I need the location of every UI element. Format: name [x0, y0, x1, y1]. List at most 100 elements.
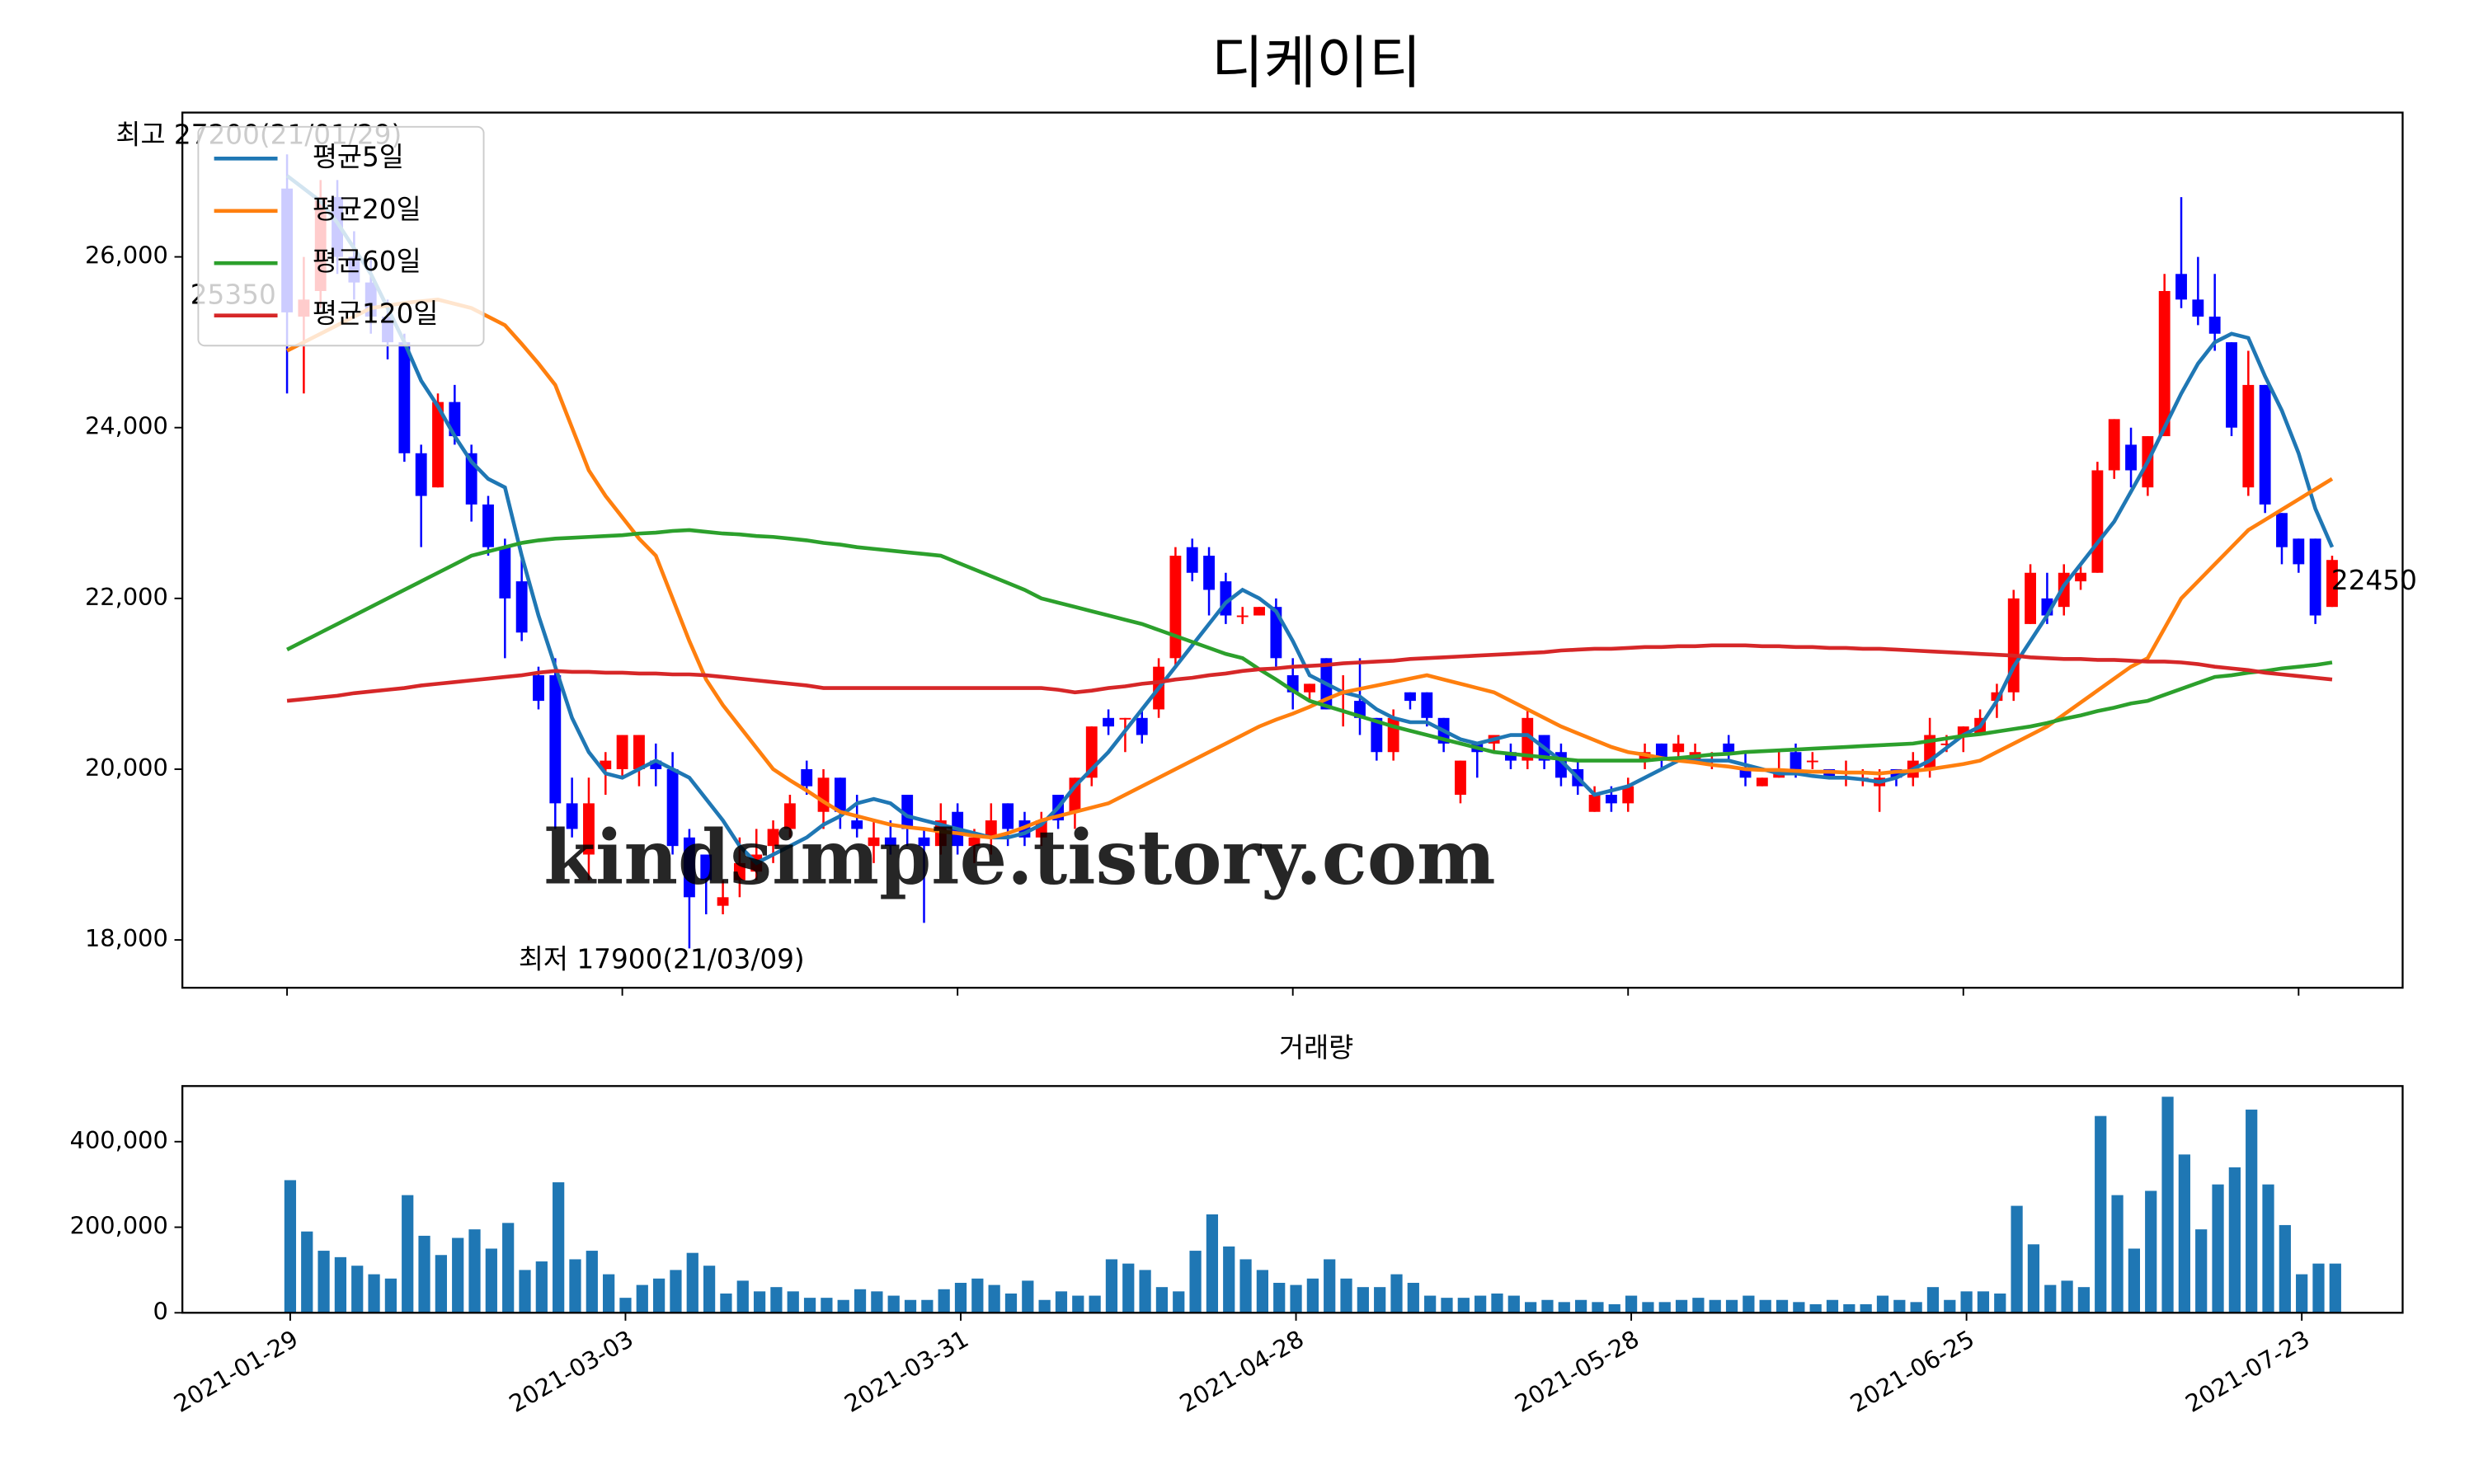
volume-bar	[636, 1284, 648, 1313]
candle-body	[918, 837, 930, 847]
volume-bar	[2027, 1244, 2040, 1313]
volume-bar	[1793, 1302, 1805, 1313]
candle-body	[851, 820, 863, 829]
volume-bar	[1743, 1295, 1755, 1313]
y-tick-label: 20,000	[85, 754, 168, 782]
volume-bar	[1239, 1259, 1252, 1313]
legend-label: 평균5일	[313, 141, 404, 172]
candle-body	[783, 803, 796, 829]
volume-bar	[1256, 1270, 1268, 1313]
candle-body	[1505, 752, 1517, 761]
legend-box	[197, 125, 485, 347]
candle-body	[2208, 317, 2221, 334]
volume-bar	[2095, 1115, 2107, 1313]
candle-body	[1304, 683, 1315, 693]
y-tick-label: 26,000	[85, 242, 168, 270]
candle-body	[1387, 717, 1399, 753]
volume-bar	[1206, 1214, 1219, 1313]
candle-body	[1622, 786, 1634, 804]
volume-bar	[1960, 1291, 1973, 1313]
volume-bar	[1558, 1302, 1570, 1313]
volume-bar	[1592, 1302, 1604, 1313]
volume-bar	[334, 1256, 347, 1313]
volume-bar	[1541, 1299, 1554, 1313]
candle-body	[2326, 560, 2338, 608]
candle-body	[1119, 717, 1131, 720]
volume-bar	[921, 1299, 934, 1313]
watermark: kindsimple.tistory.com	[543, 815, 1495, 902]
volume-bar	[1390, 1274, 1403, 1313]
volume-bar	[2061, 1280, 2073, 1313]
volume-bar	[2077, 1287, 2091, 1313]
candle-body	[2091, 470, 2104, 573]
volume-bar	[1507, 1295, 1520, 1313]
candle-body	[1940, 743, 1953, 745]
candle-body	[432, 402, 444, 488]
candle-body	[1455, 760, 1466, 796]
volume-bar	[954, 1282, 967, 1313]
volume-bar	[351, 1266, 364, 1313]
annotation: 22450	[2331, 565, 2417, 596]
candle-body	[1203, 556, 1215, 590]
volume-bar	[569, 1259, 581, 1313]
candle-body	[2125, 444, 2137, 471]
volume-bar	[2178, 1154, 2190, 1313]
volume-bar	[317, 1251, 330, 1313]
candle-body	[515, 581, 528, 633]
volume-bar	[553, 1182, 565, 1313]
volume-bar	[1642, 1302, 1654, 1313]
y-tick-label: 22,000	[85, 583, 168, 611]
price-panel: 18,000 20,000 22,000 24,000 26,000 kindsimple…	[85, 111, 2417, 996]
volume-bar	[770, 1287, 783, 1313]
candle-body	[2175, 274, 2187, 300]
candle-body	[733, 862, 745, 881]
legend-label: 평균120일	[313, 298, 439, 330]
volume-bar	[1155, 1287, 1169, 1313]
candle-body	[499, 547, 511, 599]
candle-body	[2192, 299, 2204, 317]
candle-body	[616, 735, 628, 769]
candle-body	[600, 760, 612, 769]
candle-body	[700, 854, 713, 881]
volume-bar	[938, 1289, 950, 1313]
volume-bar	[2296, 1274, 2308, 1313]
volume-bar	[887, 1295, 900, 1313]
candle-body	[2108, 419, 2120, 471]
volume-bar	[535, 1261, 548, 1313]
candle-body	[968, 837, 981, 847]
volume-bar	[1608, 1303, 1620, 1313]
volume-bar	[418, 1235, 430, 1313]
candle-body	[2075, 572, 2086, 582]
volume-bar	[1926, 1287, 1940, 1313]
volume-bar	[301, 1231, 313, 1313]
volume-bar	[787, 1291, 799, 1313]
candle-body	[2293, 538, 2305, 565]
volume-title: 거래량	[1279, 1032, 1353, 1064]
volume-bar	[971, 1278, 984, 1313]
candle-body	[1002, 803, 1014, 829]
y-tick-label: 200,000	[70, 1212, 168, 1240]
volume-bar	[1725, 1299, 1738, 1313]
volume-bar	[2329, 1263, 2341, 1313]
volume-bar	[703, 1266, 716, 1313]
volume-bar	[2246, 1109, 2258, 1313]
volume-bar	[435, 1255, 447, 1313]
volume-bar	[904, 1299, 917, 1313]
volume-bar	[1357, 1287, 1369, 1313]
volume-bar	[2212, 1184, 2224, 1313]
plot-frame	[181, 1085, 2404, 1314]
candle-body	[901, 795, 914, 829]
candle-body	[2226, 342, 2237, 428]
volume-bar	[1994, 1293, 2006, 1313]
candle-body	[1253, 607, 1265, 616]
volume-bar	[1055, 1291, 1068, 1313]
volume-bar	[284, 1180, 297, 1313]
volume-bar	[1826, 1299, 1839, 1313]
candle-body	[1806, 760, 1818, 763]
candle-body	[1236, 615, 1249, 618]
candle-body	[566, 803, 578, 829]
volume-bar	[1860, 1303, 1872, 1313]
candle-body	[1957, 726, 1969, 735]
volume-bar	[1457, 1298, 1470, 1313]
volume-bar	[2044, 1284, 2057, 1313]
